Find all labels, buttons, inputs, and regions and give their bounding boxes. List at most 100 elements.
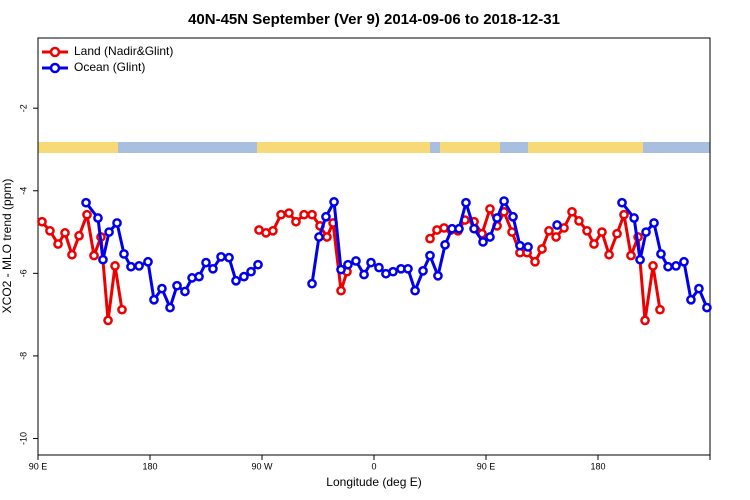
point [165,302,175,313]
point [268,225,278,236]
point [671,261,681,271]
point [351,256,361,266]
point [635,254,645,265]
point [201,257,211,268]
point [649,218,659,228]
point [702,302,712,313]
point [117,304,127,315]
point [45,225,55,236]
point [359,269,369,280]
point [322,232,332,242]
point [508,211,518,222]
y-tick-label: -6 [18,269,28,277]
point [143,256,153,267]
point [425,250,435,261]
point [507,227,517,237]
point [343,259,353,270]
plot-frame [37,37,711,456]
point [180,286,190,297]
point [149,294,159,305]
point [582,225,592,236]
point [253,259,263,270]
y-axis-label: XCO2 - MLO trend (ppm) [0,179,14,314]
point [626,250,636,261]
point [492,213,502,223]
point [208,263,218,274]
land-strip [257,142,430,153]
point [329,197,339,207]
point [656,249,666,259]
point [336,264,346,275]
legend-label: Land (Nadir&Glint) [74,44,173,58]
point [74,230,84,241]
point [321,211,331,222]
surface-strip [38,142,710,153]
point [617,197,627,208]
point [157,283,167,294]
x-tick-label: 180 [142,461,157,471]
point [246,266,256,277]
point [418,266,428,276]
x-tick-label: 180 [590,461,605,471]
point [552,220,562,230]
point [299,209,309,220]
legend-marker [49,46,61,58]
y-tick-label: -4 [18,187,28,195]
point [551,232,561,242]
y-tick-label: -10 [18,432,28,445]
point [89,250,99,261]
point [172,280,182,291]
point [119,249,129,259]
point [537,244,547,254]
point [110,261,120,271]
point [98,254,108,265]
point [574,216,584,226]
point [314,232,324,242]
point [499,196,509,206]
point [648,261,658,271]
point [284,208,294,218]
point [307,278,317,289]
point [604,249,614,260]
point [307,209,317,220]
land-strip [528,142,643,153]
point [216,251,226,262]
x-axis-label: Longitude (deg E) [326,475,421,489]
chart-title: 40N-45N September (Ver 9) 2014-09-06 to … [188,11,560,28]
point [485,232,495,242]
point [366,257,376,268]
point [239,271,249,282]
point [194,271,204,282]
x-tick-label: 0 [371,461,376,471]
land-strip [38,142,118,153]
point [81,197,91,208]
point [597,227,607,237]
point [478,237,488,247]
point [640,315,650,326]
point [530,256,540,267]
point [686,294,696,305]
point [37,216,47,227]
point [374,262,384,273]
point [134,261,144,271]
x-tick-label: 90 E [29,461,48,471]
point [440,239,450,250]
point [126,261,136,272]
point [60,228,70,238]
point [410,285,420,296]
point [567,206,577,217]
point [655,304,665,315]
point [694,283,704,294]
point [485,204,495,214]
point [224,252,234,263]
point [291,216,301,227]
legend: Land (Nadir&Glint) Ocean (Glint) [42,44,173,74]
y-tick-label: -2 [18,104,28,112]
point [231,275,241,286]
point [103,315,113,326]
point [336,285,346,296]
legend-label: Ocean (Glint) [74,60,145,74]
land-strip [440,142,500,153]
point [629,213,639,223]
legend-marker [49,62,61,74]
